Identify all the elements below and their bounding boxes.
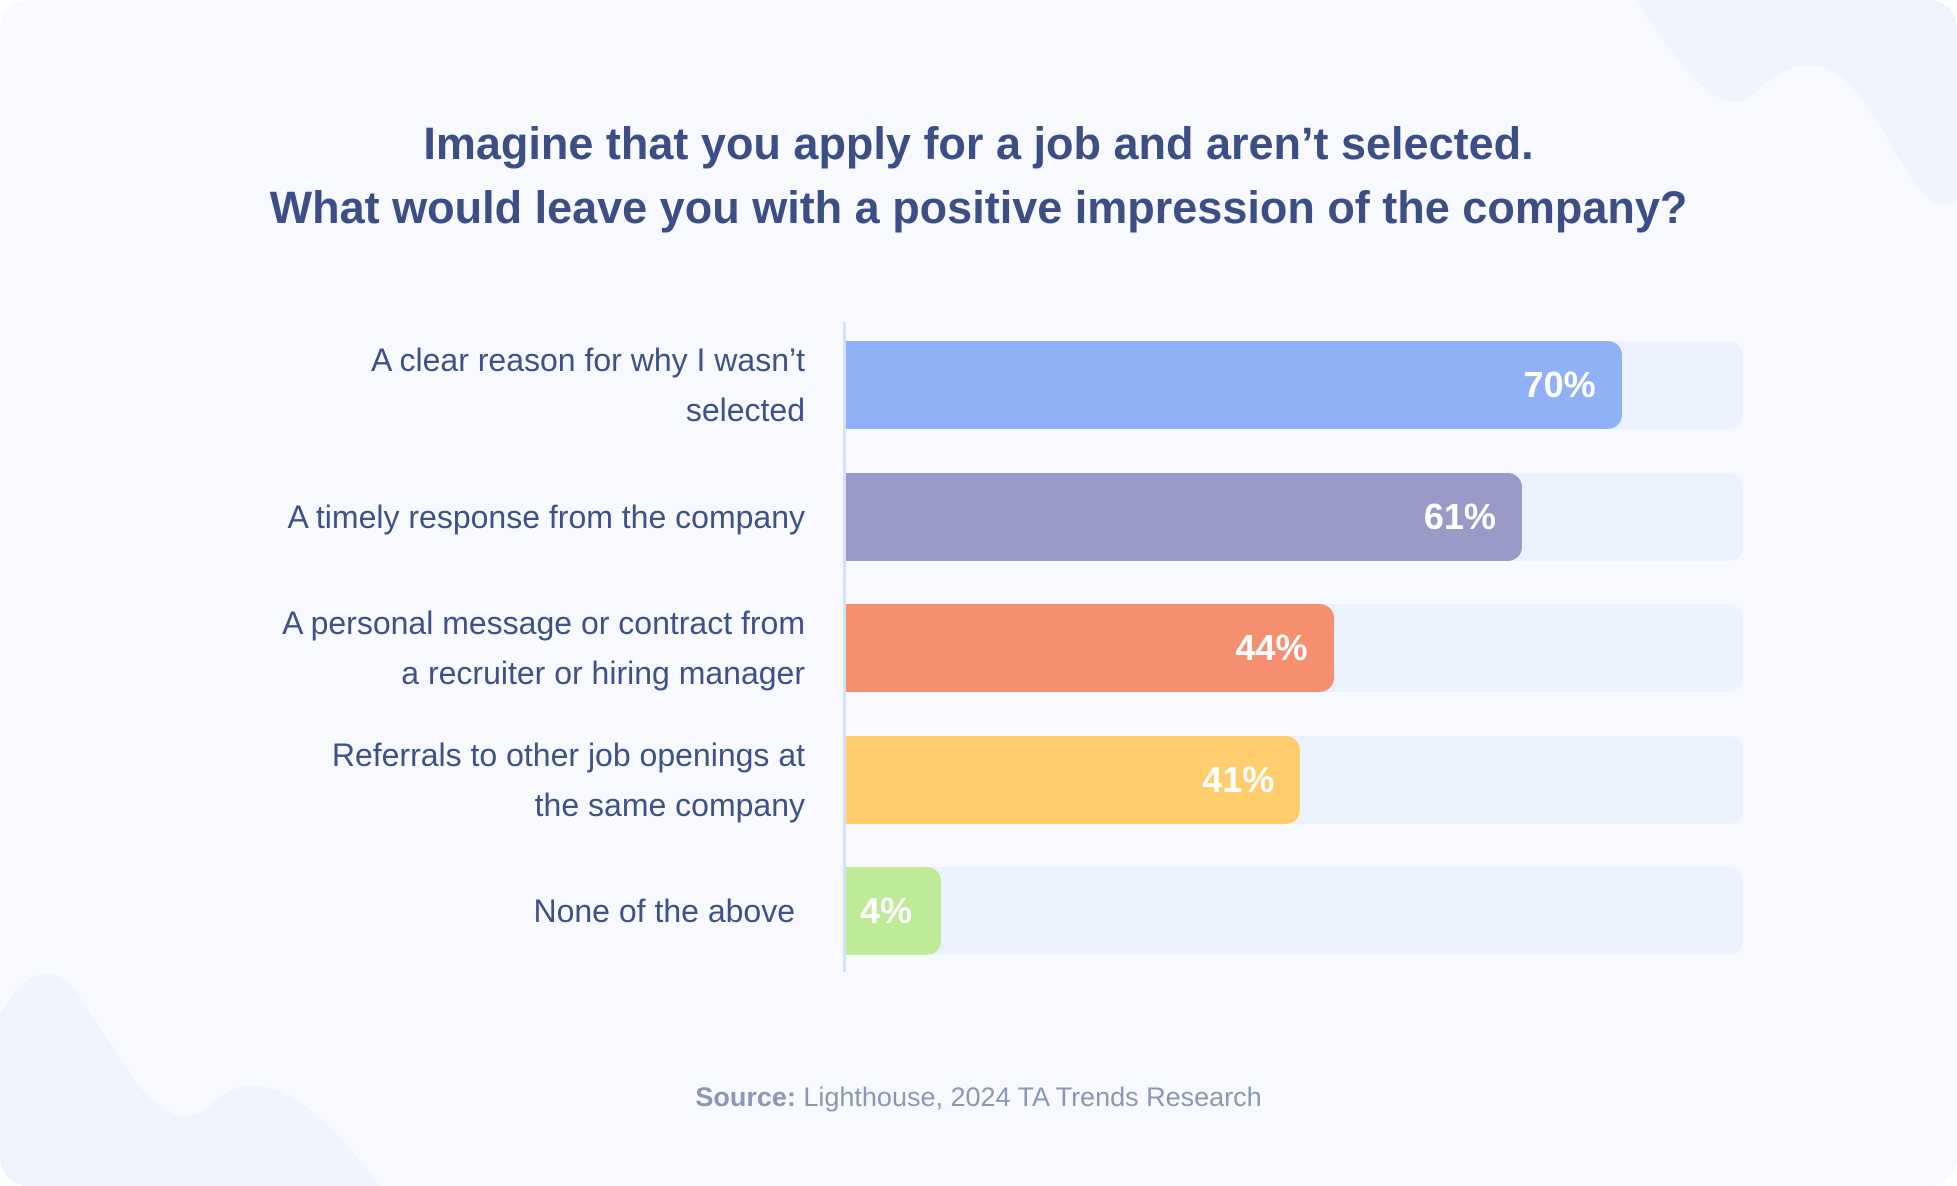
bar [846,472,1522,561]
bar-track [846,867,1743,955]
category-label: A clear reason for why I wasn’t selected [105,335,805,435]
category-label: A timely response from the company [105,492,805,542]
bar [846,867,941,955]
category-label-line: None of the above [533,893,795,929]
category-label: None of the above [95,886,795,936]
category-label-line: A clear reason for why I wasn’t [371,342,805,378]
source-note: Source: Lighthouse, 2024 TA Trends Resea… [0,1082,1957,1113]
category-label-line: the same company [534,786,805,823]
bar-value-label: 44% [1235,627,1308,668]
chart-title: Imagine that you apply for a job and are… [0,112,1957,240]
category-label-line: A timely response from the company [287,498,805,535]
source-prefix: Source: [695,1082,796,1112]
category-label-line: selected [685,392,805,428]
category-label-line: A personal message or contract from [282,605,805,641]
decorative-blob-top-right [1637,0,1957,205]
bar [846,341,1622,429]
bar-value-label: 61% [1423,495,1496,537]
chart-title-line-1: Imagine that you apply for a job and are… [423,118,1534,169]
bar-value-label: 41% [1202,758,1275,800]
category-label: A personal message or contract from a rec… [105,598,805,698]
category-label: Referrals to other job openings at the sa… [105,730,805,830]
source-text: Lighthouse, 2024 TA Trends Research [795,1082,1262,1112]
category-label-line: Referrals to other job openings at [331,736,805,773]
bar-value-label: 4% [860,890,913,931]
category-label-line: a recruiter or hiring manager [401,655,805,691]
decorative-blob-bottom-left [0,974,380,1186]
bar-value-label: 70% [1523,364,1596,405]
bar [846,735,1301,824]
chart-title-line-2: What would leave you with a positive imp… [269,182,1688,233]
y-axis-line [843,322,846,972]
bar [846,604,1334,692]
